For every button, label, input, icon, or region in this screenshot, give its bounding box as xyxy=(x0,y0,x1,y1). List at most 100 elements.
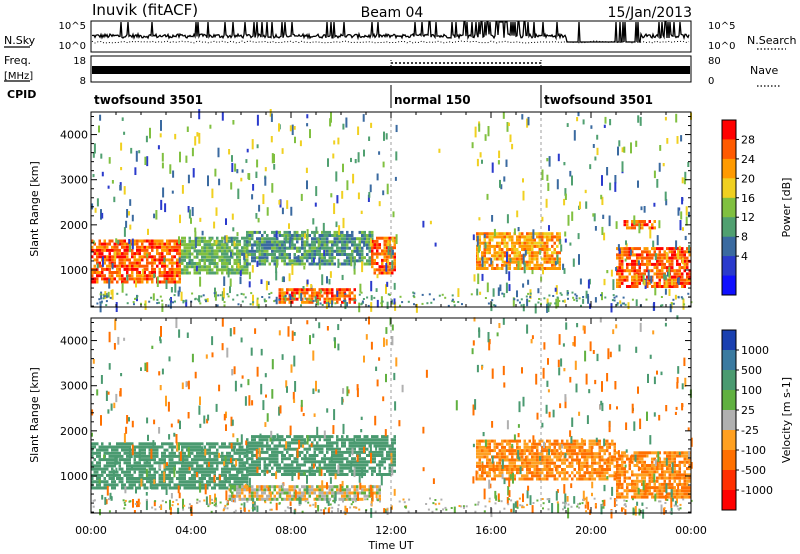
echo-cell xyxy=(376,262,379,265)
scatter-cell xyxy=(683,177,686,185)
echo-cell xyxy=(483,238,486,242)
echo-cell xyxy=(653,266,656,270)
echo-cell xyxy=(311,469,314,473)
scatter-cell xyxy=(335,221,338,228)
echo-cell xyxy=(328,441,331,445)
ground-cell xyxy=(421,302,424,305)
echo-cell xyxy=(301,297,304,301)
echo-cell xyxy=(353,243,356,247)
echo-cell xyxy=(216,467,219,471)
ground-cell xyxy=(99,293,102,296)
echo-cell xyxy=(263,435,266,439)
scatter-cell xyxy=(534,303,537,314)
echo-cell xyxy=(658,272,661,276)
echo-cell xyxy=(353,259,356,263)
echo-cell xyxy=(121,442,124,446)
echo-cell xyxy=(516,464,519,468)
echo-cell xyxy=(681,281,684,285)
echo-cell xyxy=(196,458,199,462)
echo-cell xyxy=(551,238,554,242)
echo-cell xyxy=(241,477,244,480)
echo-cell xyxy=(248,240,251,244)
echo-cell xyxy=(676,247,679,251)
echo-cell xyxy=(341,469,344,473)
echo-cell xyxy=(126,445,129,449)
colorbar-swatch xyxy=(722,197,736,218)
ground-cell xyxy=(552,295,555,297)
echo-cell xyxy=(261,450,264,454)
echo-cell xyxy=(161,461,164,465)
scatter-cell xyxy=(476,288,479,296)
echo-cell xyxy=(648,250,651,254)
echo-cell xyxy=(493,468,496,471)
echo-cell xyxy=(341,294,344,298)
echo-cell xyxy=(286,450,289,454)
echo-cell xyxy=(286,488,289,492)
echo-cell xyxy=(201,255,204,259)
echo-cell xyxy=(661,259,664,263)
echo-cell xyxy=(348,297,351,301)
echo-cell xyxy=(518,254,521,258)
echo-cell xyxy=(313,488,316,492)
echo-cell xyxy=(178,470,181,474)
scatter-cell xyxy=(357,126,360,136)
echo-cell xyxy=(676,281,679,285)
echo-cell xyxy=(168,267,171,271)
echo-cell xyxy=(343,494,346,498)
echo-cell xyxy=(203,473,206,477)
ground-cell xyxy=(334,302,337,305)
echo-cell xyxy=(648,278,651,282)
echo-cell xyxy=(626,275,629,279)
echo-cell xyxy=(536,232,539,236)
echo-cell xyxy=(91,467,94,471)
echo-cell xyxy=(638,220,641,223)
scatter-cell xyxy=(506,214,509,224)
echo-cell xyxy=(266,259,269,263)
echo-cell xyxy=(191,480,194,484)
echo-cell xyxy=(271,435,274,439)
echo-cell xyxy=(261,237,264,241)
echo-cell xyxy=(183,271,186,275)
ground-cell xyxy=(156,302,159,305)
echo-cell xyxy=(96,277,99,281)
echo-cell xyxy=(186,249,189,253)
scatter-cell xyxy=(328,278,331,285)
echo-cell xyxy=(506,468,509,471)
scatter-cell xyxy=(304,233,306,239)
scatter-cell xyxy=(293,126,296,130)
scatter-cell xyxy=(218,178,221,186)
echo-cell xyxy=(488,468,491,471)
ground-cell xyxy=(624,303,627,306)
echo-cell xyxy=(353,294,356,298)
echo-cell xyxy=(156,486,159,490)
echo-cell xyxy=(486,235,489,239)
echo-cell xyxy=(311,291,314,295)
echo-cell xyxy=(246,448,249,452)
echo-cell xyxy=(303,463,306,467)
echo-cell xyxy=(478,232,481,236)
echo-cell xyxy=(213,467,216,471)
echo-cell xyxy=(136,258,139,262)
echo-cell xyxy=(161,280,164,284)
echo-cell xyxy=(268,240,271,244)
echo-cell xyxy=(166,277,169,281)
scatter-cell xyxy=(589,303,592,309)
echo-cell xyxy=(363,457,366,461)
scatter-cell xyxy=(601,196,604,206)
echo-cell xyxy=(326,466,329,470)
echo-cell xyxy=(258,262,261,266)
echo-cell xyxy=(498,452,501,456)
scatter-cell xyxy=(476,235,479,247)
echo-cell xyxy=(323,457,326,461)
echo-cell xyxy=(513,452,516,456)
scatter-cell xyxy=(230,251,232,257)
echo-cell xyxy=(528,461,531,465)
echo-cell xyxy=(371,441,374,445)
echo-cell xyxy=(643,223,646,227)
colorbar-tick-label: 28 xyxy=(741,133,755,146)
echo-cell xyxy=(121,261,124,265)
ground-cell xyxy=(560,293,563,296)
echo-cell xyxy=(328,259,331,263)
scatter-cell xyxy=(179,214,181,224)
echo-cell xyxy=(503,464,506,468)
